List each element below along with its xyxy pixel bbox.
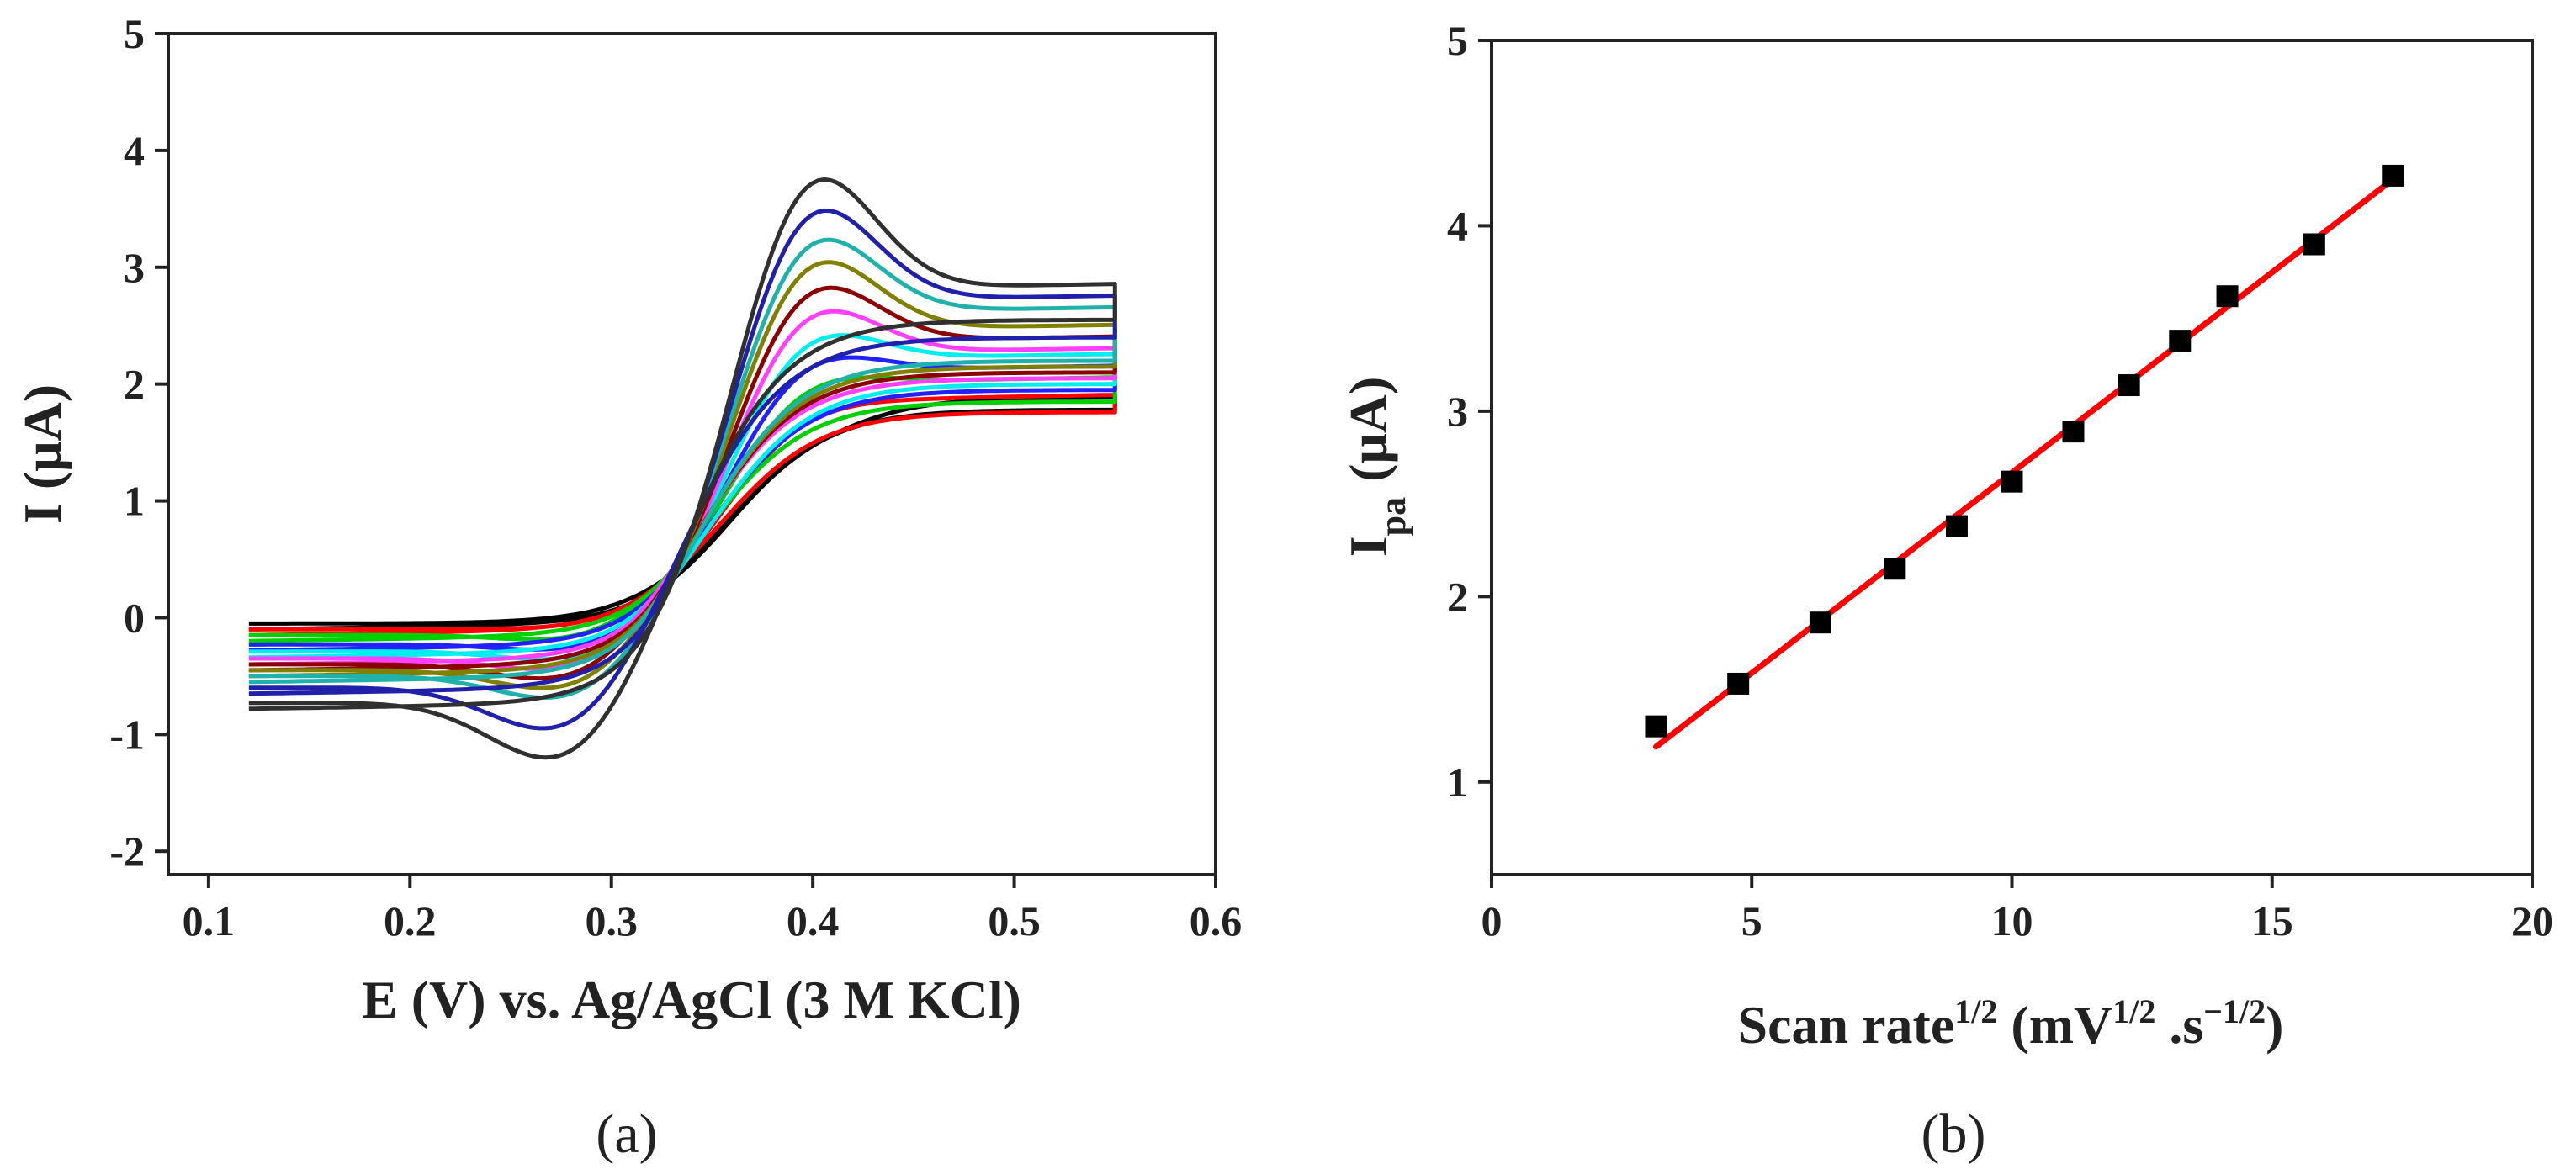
y-tick-label: 2 bbox=[1447, 573, 1468, 620]
x-tick-label: 0.5 bbox=[988, 897, 1041, 944]
data-point bbox=[1727, 672, 1750, 695]
y-title-unit: (μA) bbox=[1338, 377, 1398, 482]
x-tick-label: 0.4 bbox=[787, 897, 840, 944]
panel-a-y-axis: -2 -1 0 1 2 3 4 5 bbox=[109, 10, 168, 875]
cv-curve bbox=[248, 309, 1117, 671]
x-tick-label: 15 bbox=[2251, 897, 2293, 944]
cv-curve bbox=[248, 394, 1117, 632]
x-title-part: .s bbox=[2155, 995, 2203, 1055]
y-title-sub: pa bbox=[1372, 497, 1413, 536]
data-point bbox=[2382, 164, 2404, 187]
cv-curve bbox=[248, 333, 1117, 662]
y-tick-label: 4 bbox=[1447, 202, 1468, 249]
panel-a-label: (a) bbox=[596, 1103, 657, 1165]
data-point bbox=[1945, 515, 1968, 537]
x-title-sup: −1/2 bbox=[2203, 992, 2266, 1030]
y-title-main: I bbox=[1338, 536, 1398, 557]
data-point bbox=[2303, 233, 2325, 256]
y-tick-label: 3 bbox=[1447, 388, 1468, 435]
x-tick-label: 0.2 bbox=[384, 897, 437, 944]
panel-b-plot-frame bbox=[1490, 39, 2534, 876]
y-tick-label: 1 bbox=[1447, 759, 1468, 806]
x-title-part: ) bbox=[2266, 995, 2283, 1055]
y-tick-label: 0 bbox=[124, 594, 145, 641]
cv-curve bbox=[248, 285, 1117, 681]
y-tick-label: 5 bbox=[124, 10, 145, 57]
panel-b-x-axis-title: Scan rate1/2 (mV1/2 .s−1/2) bbox=[1738, 992, 2284, 1055]
panel-a-chart: 0.1 0.2 0.3 0.4 0.5 0.6 -2 -1 0 1 2 3 4 5 E (V) vs. … bbox=[13, 10, 1242, 1165]
cv-curve bbox=[248, 375, 1117, 643]
panel-b-x-axis: 0 5 10 15 20 bbox=[1481, 875, 2553, 944]
x-tick-label: 0.6 bbox=[1190, 897, 1243, 944]
x-title-part: (mV bbox=[1997, 995, 2112, 1055]
y-tick-label: 4 bbox=[124, 127, 145, 174]
y-tick-label: 3 bbox=[124, 244, 145, 291]
panel-a-cv-curves bbox=[248, 177, 1117, 760]
x-tick-label: 5 bbox=[1741, 897, 1762, 944]
panel-b-y-axis: 1 2 3 4 5 bbox=[1447, 17, 1492, 806]
data-point bbox=[2118, 374, 2140, 397]
data-point bbox=[2001, 470, 2023, 493]
y-tick-label: 1 bbox=[124, 478, 145, 525]
x-tick-label: 10 bbox=[1991, 897, 2033, 944]
data-point bbox=[1884, 558, 1906, 580]
x-title-part: Scan rate bbox=[1738, 995, 1955, 1055]
fit-line bbox=[1652, 176, 2396, 750]
data-point bbox=[2216, 285, 2239, 308]
panel-a-x-axis-title: E (V) vs. Ag/AgCl (3 M KCl) bbox=[362, 970, 1021, 1029]
data-point bbox=[2062, 421, 2085, 443]
x-tick-label: 20 bbox=[2511, 897, 2553, 944]
x-title-sup: 1/2 bbox=[2112, 992, 2155, 1030]
panel-a-x-axis: 0.1 0.2 0.3 0.4 0.5 0.6 bbox=[183, 875, 1243, 944]
data-point bbox=[1809, 611, 1831, 634]
panel-a-plot-frame bbox=[167, 32, 1217, 876]
y-tick-label: 5 bbox=[1447, 17, 1468, 64]
data-point bbox=[1645, 715, 1667, 738]
panel-b-marks bbox=[1645, 164, 2404, 750]
y-tick-label: -2 bbox=[109, 828, 145, 875]
x-title-sup: 1/2 bbox=[1954, 992, 1997, 1030]
panel-b-y-axis-title: Ipa (μA) bbox=[1338, 377, 1413, 558]
panel-a-y-axis-title: I (μA) bbox=[13, 384, 72, 524]
y-tick-label: 2 bbox=[124, 361, 145, 408]
panel-b-label: (b) bbox=[1921, 1103, 1986, 1165]
cv-curve bbox=[248, 393, 1117, 637]
x-tick-label: 0.1 bbox=[183, 897, 236, 944]
x-tick-label: 0 bbox=[1481, 897, 1503, 944]
cv-curve bbox=[248, 177, 1117, 760]
data-point bbox=[2169, 330, 2192, 352]
y-tick-label: -1 bbox=[109, 711, 145, 758]
x-tick-label: 0.3 bbox=[585, 897, 638, 944]
